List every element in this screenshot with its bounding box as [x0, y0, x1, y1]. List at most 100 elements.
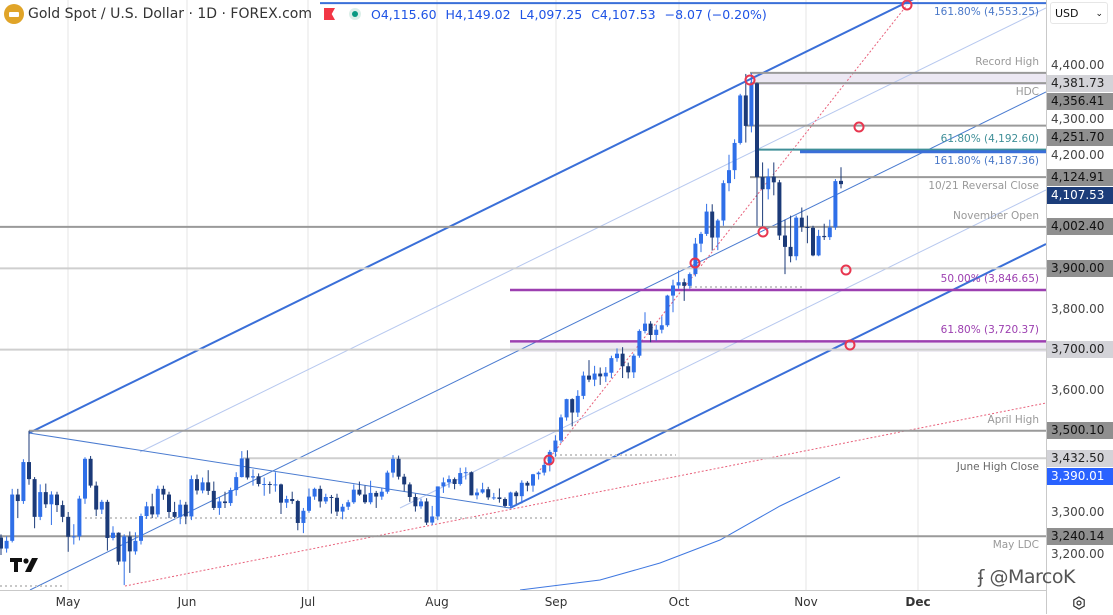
candle	[525, 481, 530, 492]
candle-body	[413, 496, 418, 507]
flag-icon[interactable]	[324, 8, 336, 20]
candle-body	[564, 399, 569, 418]
candle-body	[665, 295, 670, 326]
close-value: C4,107.53	[591, 6, 656, 22]
candle	[245, 450, 250, 480]
symbol-title[interactable]: Gold Spot / U.S. Dollar · 1D · FOREX.com	[28, 6, 313, 22]
candle	[486, 486, 491, 500]
candle	[419, 498, 423, 509]
candle	[811, 225, 815, 257]
candle-body	[301, 510, 306, 523]
candle-body	[458, 473, 463, 484]
channel-lower-line	[509, 243, 1046, 509]
candle-body	[721, 183, 726, 221]
x-tick-label: May	[55, 595, 81, 609]
candle-body	[760, 177, 765, 190]
candle-body	[189, 479, 194, 517]
candle-body	[27, 462, 31, 480]
candle-body	[340, 506, 345, 512]
candle-body	[144, 506, 149, 517]
candle-body	[743, 95, 748, 126]
candle-body	[503, 499, 507, 506]
candle	[267, 481, 272, 494]
candle-body	[519, 482, 524, 497]
candle	[587, 360, 591, 383]
candle	[643, 312, 647, 334]
watermark-icon: ʄ	[978, 566, 984, 588]
settings-icon[interactable]	[1072, 596, 1086, 610]
candle	[279, 483, 283, 515]
candle	[749, 73, 754, 133]
candle	[167, 491, 171, 519]
candle-body	[335, 497, 339, 512]
currency-selector[interactable]: USD ⌄	[1050, 2, 1108, 24]
marker-circle	[689, 257, 701, 269]
price-axis-badge: 3,432.50	[1047, 449, 1113, 467]
candle-body	[570, 399, 575, 413]
candle	[783, 219, 787, 275]
candle	[363, 485, 367, 504]
candle	[178, 499, 183, 525]
y-tick-label: 3,300.00	[1051, 504, 1105, 519]
candle-body	[351, 489, 356, 503]
candle-body	[794, 217, 799, 257]
candle-body	[161, 488, 166, 495]
candle	[704, 203, 709, 236]
candle	[755, 82, 759, 227]
candle-body	[676, 282, 681, 286]
y-tick-label: 3,600.00	[1051, 382, 1105, 397]
candle	[295, 499, 300, 531]
level-label: May LDC	[992, 539, 1039, 552]
y-tick-label: 4,400.00	[1051, 57, 1105, 72]
candle-body	[195, 479, 199, 491]
price-chart[interactable]	[0, 0, 1046, 590]
candles	[0, 73, 843, 586]
candle-body	[116, 532, 121, 562]
candle	[435, 486, 440, 521]
candle	[463, 467, 468, 480]
level-label: 10/21 Reversal Close	[928, 180, 1039, 193]
candle	[284, 495, 289, 508]
candle	[211, 481, 216, 510]
candle-body	[385, 472, 390, 492]
candle	[195, 474, 199, 495]
candle	[710, 204, 715, 251]
candle	[447, 475, 451, 488]
candle-body	[251, 476, 255, 478]
watermark: ʄ @MarcoK	[978, 566, 1075, 588]
candle	[374, 490, 379, 508]
candle-body	[60, 505, 65, 517]
candle	[430, 505, 435, 525]
marker-circle	[844, 339, 856, 351]
candle	[805, 215, 810, 244]
candle	[368, 480, 373, 505]
candle-body	[267, 483, 272, 485]
candle-body	[206, 482, 211, 491]
currency-value: USD	[1055, 7, 1079, 20]
candle-body	[643, 323, 647, 331]
chart-header: Gold Spot / U.S. Dollar · 1D · FOREX.com…	[4, 3, 772, 25]
candle-body	[150, 506, 155, 515]
time-axis[interactable]	[0, 590, 1046, 615]
candle-body	[329, 496, 334, 498]
candle	[469, 471, 474, 496]
candle	[637, 329, 642, 358]
candle	[559, 414, 563, 443]
candle-body	[357, 489, 362, 495]
candle-body	[4, 540, 9, 549]
candle-body	[671, 285, 675, 296]
candle-body	[279, 484, 283, 503]
candle-body	[615, 353, 619, 359]
candle	[396, 455, 401, 480]
candle	[620, 347, 625, 379]
price-axis-badge: 4,356.41	[1047, 92, 1113, 110]
candle-body	[217, 501, 222, 508]
candle	[273, 472, 278, 492]
candle-body	[239, 458, 244, 478]
candle-body	[620, 353, 625, 367]
candle	[256, 473, 261, 487]
level-label: HDC	[1015, 86, 1039, 99]
candle	[200, 477, 205, 494]
marker-circle	[901, 0, 913, 11]
candle	[228, 487, 233, 506]
